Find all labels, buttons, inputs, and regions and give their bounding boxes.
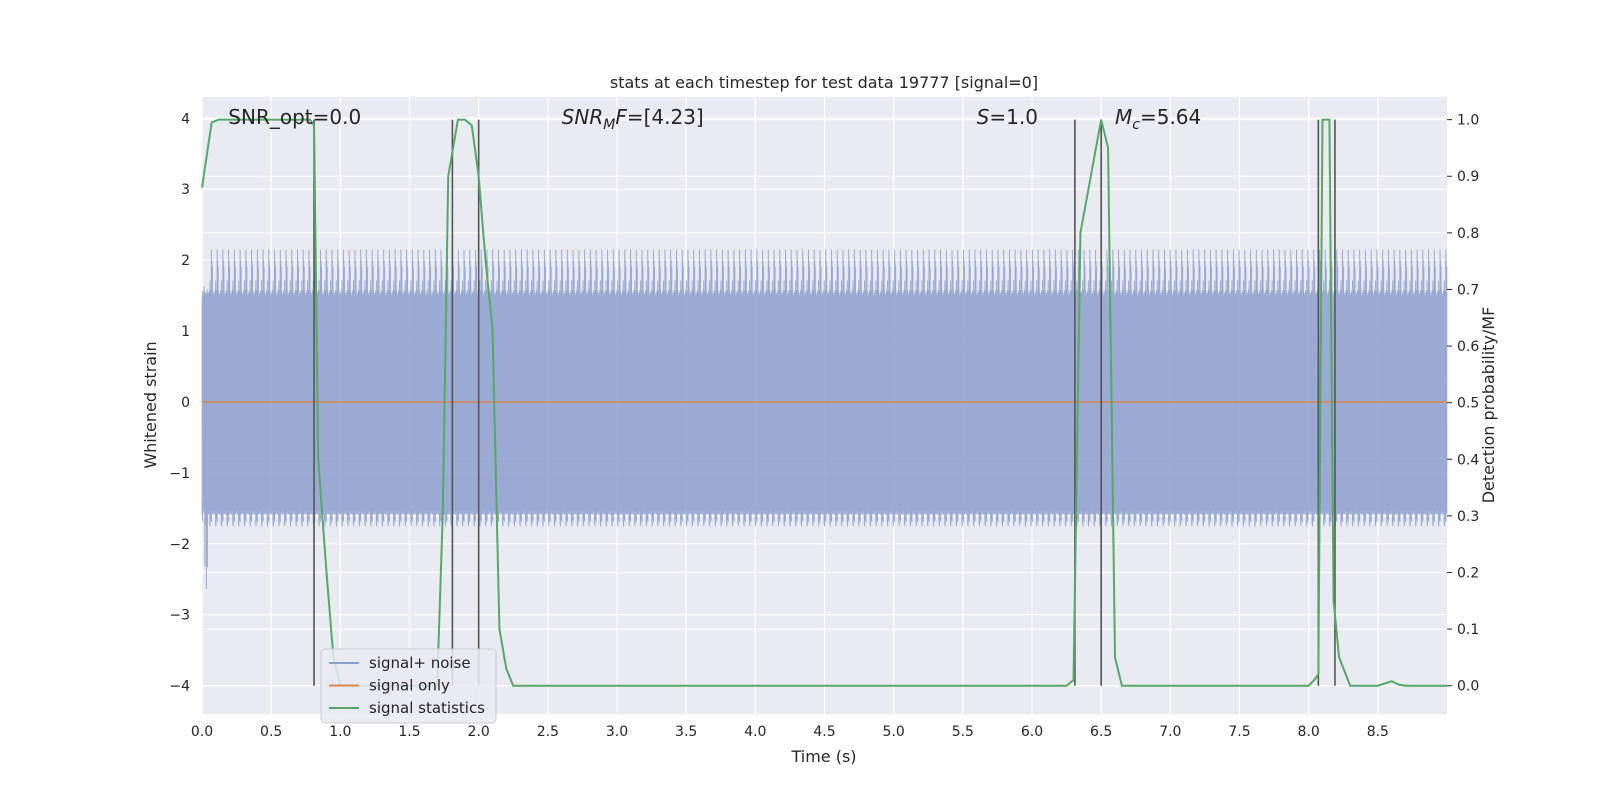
series-signal-statistics <box>201 118 1447 687</box>
y-axis-label-right: Detection probability/MF <box>1479 307 1498 504</box>
x-tick-label: 0.5 <box>260 724 282 740</box>
legend-entry: signal only <box>369 677 450 695</box>
chart-title: stats at each timestep for test data 197… <box>610 73 1038 92</box>
x-tick-label: 2.5 <box>537 724 559 740</box>
x-tick-label: 3.5 <box>675 724 697 740</box>
legend-entry: signal+ noise <box>369 654 471 672</box>
y-tick-label-right: 0.1 <box>1457 622 1479 638</box>
x-tick-label: 7.5 <box>1228 724 1250 740</box>
x-tick-label: 2.0 <box>468 724 490 740</box>
annotation-mc: Mc=5.64 <box>1115 105 1201 133</box>
x-tick-label: 6.5 <box>1090 724 1112 740</box>
legend: signal+ noise signal only signal statistic… <box>320 648 497 724</box>
x-tick-label: 0.0 <box>191 724 213 740</box>
annotations: SNR_opt=0.0 SNRMF=[4.23] S=1.0 Mc=5.64 <box>228 105 1201 133</box>
x-tick-label: 1.5 <box>398 724 420 740</box>
x-axis-label: Time (s) <box>790 747 856 766</box>
y-tick-label-right: 0.6 <box>1457 339 1479 355</box>
x-tick-label: 4.5 <box>813 724 835 740</box>
x-tick-label: 7.0 <box>1159 724 1181 740</box>
x-tick-label: 4.0 <box>744 724 766 740</box>
y-tick-label-right: 1.0 <box>1457 113 1479 129</box>
x-tick-label: 8.5 <box>1367 724 1389 740</box>
y-tick-label-left: 2 <box>181 253 190 269</box>
x-tick-label: 1.0 <box>329 724 351 740</box>
ticks: 0.0 0.5 1.0 1.5 2.0 2.5 3.0 3.5 4.0 4.5 5.0 5.5 6.0 6… <box>169 111 1479 740</box>
signal-statistics-line <box>201 118 1447 687</box>
y-tick-label-right: 0.0 <box>1457 679 1479 695</box>
y-tick-label-left: −3 <box>169 608 190 624</box>
noise-line <box>201 249 1448 590</box>
y-axis-label-left: Whitened strain <box>141 341 160 468</box>
y-tick-label-left: 0 <box>181 395 190 411</box>
annotation-s: S=1.0 <box>977 105 1038 129</box>
y-tick-label-right: 0.3 <box>1457 509 1479 525</box>
y-tick-label-right: 0.4 <box>1457 452 1479 468</box>
x-tick-label: 3.0 <box>606 724 628 740</box>
legend-box <box>320 648 497 724</box>
annotation-snr-mf: SNRMF=[4.23] <box>562 105 704 133</box>
x-tick-label: 8.0 <box>1298 724 1320 740</box>
y-tick-label-right: 0.8 <box>1457 226 1479 242</box>
y-tick-label-right: 0.5 <box>1457 396 1479 412</box>
y-tick-label-left: 3 <box>181 182 190 198</box>
y-tick-label-left: −1 <box>169 466 190 482</box>
y-tick-label-left: 4 <box>181 111 190 127</box>
x-tick-label: 5.5 <box>952 724 974 740</box>
annotation-snr-opt: SNR_opt=0.0 <box>228 105 361 129</box>
series-signal-noise <box>201 249 1448 590</box>
x-tick-label: 5.0 <box>883 724 905 740</box>
y-tick-label-right: 0.9 <box>1457 169 1479 185</box>
y-tick-label-left: −2 <box>169 537 190 553</box>
y-tick-label-right: 0.7 <box>1457 282 1479 298</box>
x-tick-label: 6.0 <box>1021 724 1043 740</box>
y-tick-label-left: 1 <box>181 324 190 340</box>
y-tick-label-right: 0.2 <box>1457 565 1479 581</box>
legend-entry: signal statistics <box>369 699 485 717</box>
y-tick-label-left: −4 <box>169 679 190 695</box>
